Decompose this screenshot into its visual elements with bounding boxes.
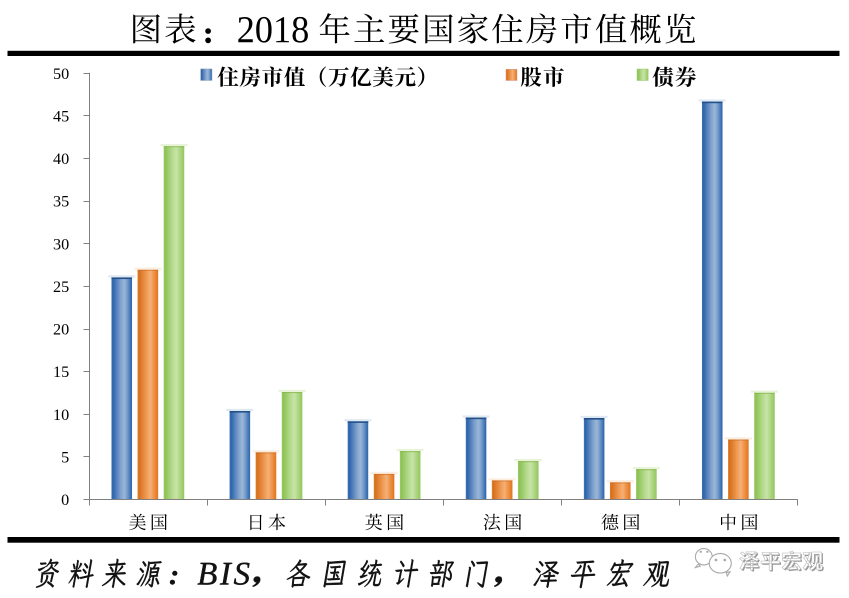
svg-text:35: 35 [53, 193, 69, 211]
svg-text:15: 15 [53, 363, 69, 381]
svg-text:0: 0 [61, 491, 69, 509]
svg-text:45: 45 [53, 107, 69, 125]
svg-text:40: 40 [53, 150, 69, 168]
svg-text:30: 30 [53, 235, 69, 253]
svg-text:5: 5 [61, 448, 69, 466]
svg-text:20: 20 [53, 321, 69, 339]
svg-text:25: 25 [53, 278, 69, 296]
svg-text:50: 50 [53, 65, 69, 83]
svg-text:10: 10 [53, 406, 69, 424]
